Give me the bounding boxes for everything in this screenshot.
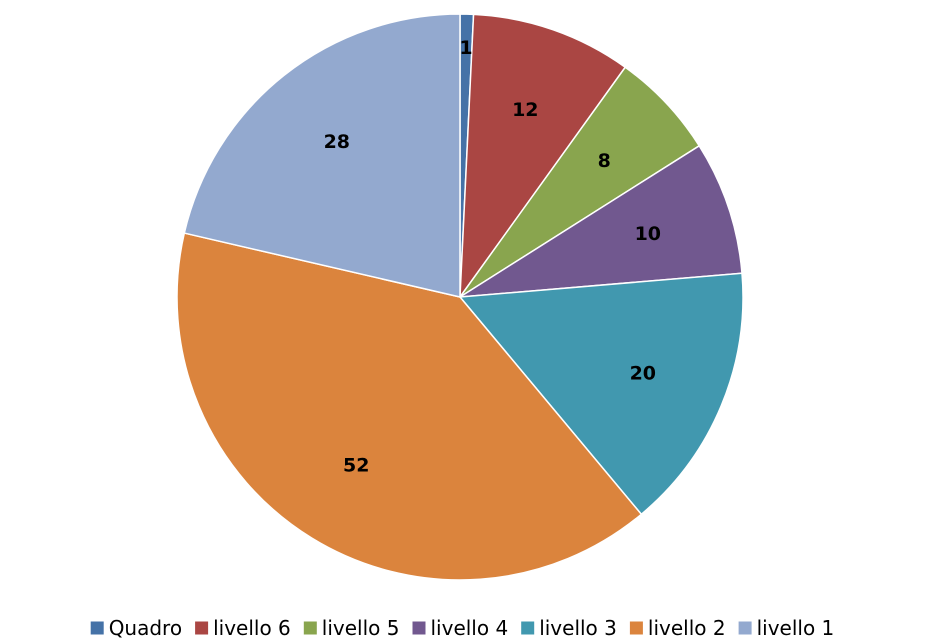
legend: Quadro livello 6 livello 5 livello 4 livello… xyxy=(90,616,835,640)
legend-label-quadro: Quadro xyxy=(109,616,182,640)
pie-slice-livello-2 xyxy=(176,232,643,581)
legend-swatch-livello-5 xyxy=(303,621,317,635)
legend-swatch-livello-2 xyxy=(629,621,643,635)
legend-swatch-livello-1 xyxy=(738,621,752,635)
pie-slice-livello-1 xyxy=(183,13,461,298)
legend-swatch-livello-4 xyxy=(412,621,426,635)
pie-slice-livello-6 xyxy=(459,13,626,298)
pie-slices xyxy=(176,13,744,581)
legend-label-livello-3: livello 3 xyxy=(539,616,617,640)
legend-item-livello-3: livello 3 xyxy=(521,616,617,640)
legend-item-livello-2: livello 2 xyxy=(629,616,726,640)
legend-label-livello-1: livello 1 xyxy=(757,616,835,640)
legend-label-livello-2: livello 2 xyxy=(648,616,726,640)
legend-label-livello-6: livello 6 xyxy=(213,616,291,640)
legend-swatch-livello-6 xyxy=(195,621,209,635)
legend-swatch-quadro xyxy=(90,621,104,635)
legend-item-livello-1: livello 1 xyxy=(738,616,835,640)
data-label-livello-2: 52 xyxy=(343,455,369,477)
legend-swatch-livello-3 xyxy=(521,621,535,635)
data-label-livello-5: 8 xyxy=(598,150,611,172)
legend-item-livello-6: livello 6 xyxy=(195,616,291,640)
data-label-livello-4: 10 xyxy=(635,223,661,245)
data-label-livello-1: 28 xyxy=(324,131,350,153)
legend-label-livello-4: livello 4 xyxy=(431,616,509,640)
data-label-quadro: 1 xyxy=(459,37,472,59)
legend-item-livello-4: livello 4 xyxy=(412,616,509,640)
data-label-livello-6: 12 xyxy=(512,99,538,121)
legend-item-quadro: Quadro xyxy=(90,616,182,640)
data-label-livello-3: 20 xyxy=(630,362,656,384)
pie-slice-livello-3 xyxy=(459,272,744,516)
legend-item-livello-5: livello 5 xyxy=(303,616,400,640)
pie-data-labels: 1 12 8 10 20 52 28 xyxy=(324,37,661,477)
pie-slice-livello-4 xyxy=(459,145,743,298)
legend-label-livello-5: livello 5 xyxy=(322,616,400,640)
